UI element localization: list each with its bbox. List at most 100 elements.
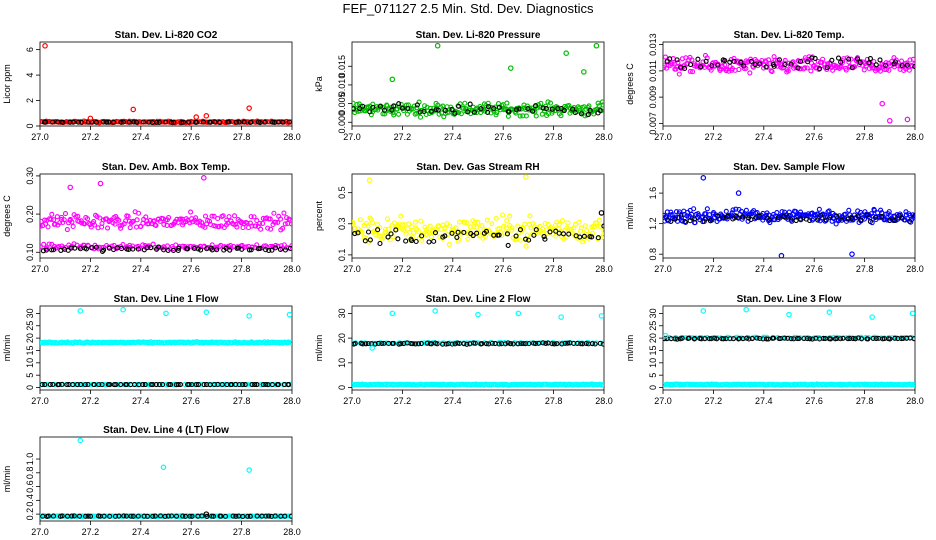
data-point (560, 231, 566, 237)
data-point (867, 218, 873, 225)
data-point (133, 119, 139, 125)
data-point (73, 118, 79, 125)
panel-1: Stan. Dev. Li-820 CO2 Licor ppm 27.0 27.2 27… (2, 30, 301, 142)
data-point (730, 216, 736, 222)
data-point (375, 227, 381, 233)
data-point (231, 221, 237, 227)
data-point (507, 341, 514, 347)
y-tick-label: 0.3 (337, 218, 347, 231)
data-point (61, 217, 67, 223)
data-point (456, 103, 462, 109)
panel-title: Stan. Dev. Line 1 Flow (114, 294, 219, 305)
data-point (892, 59, 899, 65)
data-point (372, 341, 378, 347)
outlier-point (598, 313, 604, 319)
x-tick-label: 27.6 (182, 132, 200, 142)
data-point (887, 336, 893, 342)
data-point (474, 224, 480, 230)
data-point (796, 336, 802, 342)
data-point (269, 119, 276, 125)
x-tick-label: 27.8 (545, 396, 563, 406)
data-point (785, 214, 791, 220)
data-point (97, 215, 103, 221)
data-point (545, 99, 551, 105)
data-point (288, 119, 292, 125)
data-point (177, 381, 184, 388)
data-point (275, 381, 281, 388)
outlier-point (886, 117, 893, 124)
data-point (409, 224, 415, 230)
data-point (522, 341, 528, 347)
data-point (204, 246, 210, 252)
outlier-point (389, 310, 396, 317)
data-point (538, 340, 544, 346)
data-point (271, 210, 277, 216)
outlier-point (203, 309, 210, 315)
data-point (289, 339, 292, 345)
data-point (395, 111, 402, 117)
data-point (56, 244, 62, 250)
data-point (684, 61, 690, 67)
y-tick-label: 4 (25, 73, 35, 78)
data-point (907, 218, 913, 224)
x-tick-label: 27.6 (494, 132, 512, 142)
data-point (584, 228, 590, 234)
data-point (70, 382, 76, 388)
data-point (708, 67, 714, 73)
data-point (211, 381, 217, 388)
data-point (849, 215, 855, 221)
data-point (280, 225, 286, 231)
data-point (523, 243, 529, 249)
outlier-point (700, 308, 707, 314)
data-point (763, 64, 769, 70)
data-point (700, 219, 706, 225)
data-point (910, 56, 915, 62)
x-tick-label: 27.6 (182, 527, 200, 537)
data-point (872, 214, 879, 220)
data-point (483, 341, 489, 347)
y-tick-label: 10 (25, 358, 35, 368)
x-tick-label: 27.4 (132, 527, 150, 537)
x-tick-label: 28.0 (906, 396, 924, 406)
data-point (600, 233, 604, 239)
data-point (156, 382, 162, 388)
data-point (467, 101, 473, 107)
data-point (489, 340, 495, 346)
x-tick-label: 27.4 (755, 132, 773, 142)
data-point (352, 106, 356, 112)
data-point (676, 71, 682, 77)
data-point (352, 221, 356, 227)
data-point (669, 61, 675, 67)
panel-3: Stan. Dev. Li-820 Temp. degrees C 27.0 27.2… (625, 30, 924, 142)
data-point (838, 64, 844, 70)
data-point (887, 218, 893, 224)
data-point (804, 336, 810, 342)
x-tick-label: 27.6 (805, 132, 823, 142)
data-point (462, 100, 468, 106)
data-point (266, 513, 272, 519)
data-point (288, 513, 292, 519)
data-point (217, 381, 223, 388)
data-points (663, 52, 915, 124)
data-point (93, 119, 99, 125)
data-point (381, 107, 388, 113)
x-tick-label: 27.8 (545, 132, 563, 142)
data-point (496, 341, 502, 347)
data-point (509, 227, 515, 233)
data-point (140, 382, 146, 388)
data-point (78, 119, 84, 125)
data-point (483, 228, 489, 235)
data-point (542, 236, 548, 242)
data-point (152, 513, 158, 519)
data-point (496, 105, 502, 111)
outlier-point (160, 464, 167, 471)
data-point (400, 222, 406, 228)
data-point (551, 341, 557, 347)
data-point (428, 234, 435, 240)
data-point (201, 382, 207, 388)
data-point (912, 214, 915, 220)
data-point (600, 340, 604, 346)
data-point (788, 336, 794, 342)
panel-4: Stan. Dev. Amb. Box Temp. degrees C 27.0 27… (2, 162, 301, 274)
